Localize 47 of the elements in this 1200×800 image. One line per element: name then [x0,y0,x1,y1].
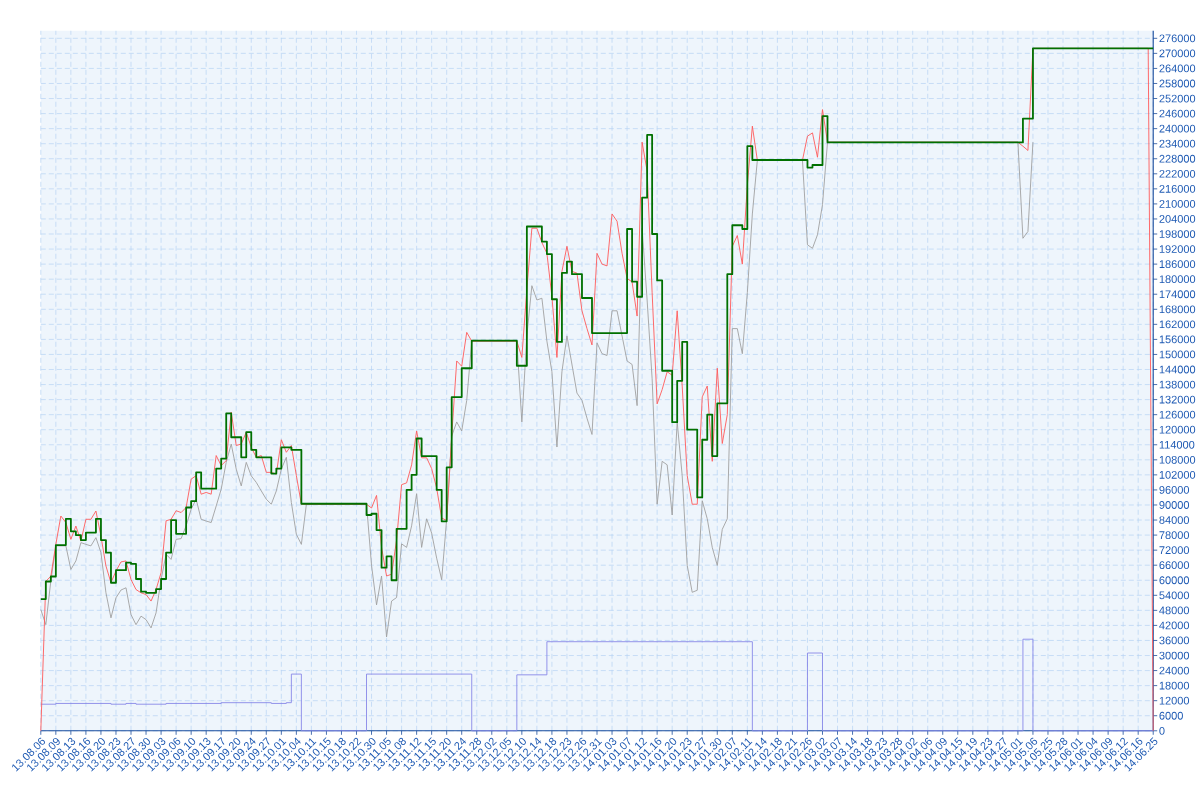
y-tick-label: 66000 [1159,561,1190,570]
y-tick-label: 270000 [1159,49,1196,58]
y-tick-label: 90000 [1159,501,1190,509]
y-tick-label: 198000 [1159,230,1196,238]
y-tick-label: 150000 [1159,350,1196,359]
y-tick-label: 18000 [1159,681,1190,690]
y-tick-label: 228000 [1159,154,1196,163]
y-tick-label: 0 [1159,726,1165,735]
y-tick-label: 210000 [1159,200,1196,208]
y-tick-label: 246000 [1159,109,1196,118]
y-tick-label: 60000 [1159,576,1190,585]
y-tick-label: 6000 [1159,711,1183,720]
y-tick-label: 72000 [1159,546,1190,555]
y-tick-label: 156000 [1159,335,1196,344]
y-tick-label: 252000 [1159,94,1196,103]
y-tick-label: 138000 [1159,380,1196,389]
y-tick-label: 168000 [1159,305,1196,314]
y-tick-label: 144000 [1159,365,1196,374]
y-tick-label: 180000 [1159,275,1196,284]
y-tick-label: 276000 [1159,34,1196,43]
y-tick-label: 24000 [1159,666,1190,675]
y-tick-label: 240000 [1159,124,1196,133]
y-tick-label: 126000 [1159,410,1196,419]
y-tick-label: 78000 [1159,531,1190,539]
y-tick-label: 120000 [1159,425,1196,434]
y-tick-label: 192000 [1159,245,1196,253]
y-tick-label: 204000 [1159,215,1196,223]
y-tick-label: 102000 [1159,470,1196,479]
y-tick-label: 216000 [1159,184,1196,193]
y-tick-label: 42000 [1159,621,1190,630]
y-tick-label: 114000 [1159,440,1195,449]
y-tick-label: 48000 [1159,606,1190,615]
y-tick-label: 54000 [1159,591,1190,600]
y-tick-label: 162000 [1159,320,1196,329]
y-tick-label: 30000 [1159,651,1190,660]
y-tick-label: 36000 [1159,636,1190,645]
y-tick-label: 264000 [1159,64,1196,73]
y-tick-label: 222000 [1159,169,1196,178]
y-tick-label: 84000 [1159,516,1190,524]
y-tick-label: 258000 [1159,79,1196,88]
y-tick-label: 12000 [1159,696,1190,705]
y-tick-label: 132000 [1159,395,1196,404]
y-tick-label: 174000 [1159,290,1196,299]
y-tick-label: 96000 [1159,486,1190,494]
y-tick-label: 186000 [1159,260,1196,269]
y-tick-label: 234000 [1159,139,1196,148]
y-tick-label: 108000 [1159,455,1196,464]
